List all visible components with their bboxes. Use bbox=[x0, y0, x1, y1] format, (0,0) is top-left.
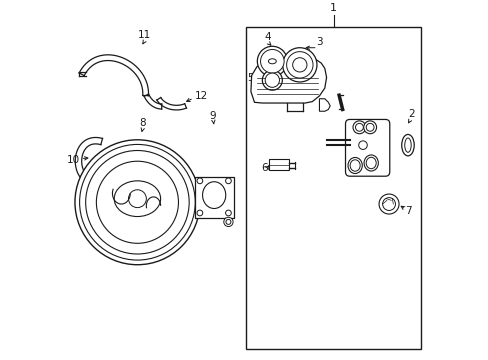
Circle shape bbox=[352, 121, 365, 134]
Circle shape bbox=[366, 123, 373, 131]
Circle shape bbox=[75, 140, 200, 265]
Text: 1: 1 bbox=[329, 3, 337, 13]
Bar bbox=[268, 159, 288, 171]
Text: 11: 11 bbox=[138, 30, 151, 40]
Circle shape bbox=[355, 123, 363, 131]
Text: 4: 4 bbox=[264, 32, 270, 42]
Ellipse shape bbox=[364, 155, 378, 171]
Circle shape bbox=[224, 217, 233, 226]
Circle shape bbox=[197, 210, 203, 216]
Polygon shape bbox=[319, 99, 329, 111]
FancyBboxPatch shape bbox=[194, 177, 233, 218]
Ellipse shape bbox=[404, 138, 410, 152]
Circle shape bbox=[264, 73, 279, 87]
Circle shape bbox=[257, 46, 287, 76]
Text: 12: 12 bbox=[194, 91, 207, 101]
Circle shape bbox=[282, 48, 316, 82]
Text: 6: 6 bbox=[261, 163, 267, 173]
Circle shape bbox=[96, 161, 178, 243]
Circle shape bbox=[260, 49, 284, 73]
Polygon shape bbox=[250, 59, 326, 103]
Text: 3: 3 bbox=[316, 37, 322, 47]
Text: 9: 9 bbox=[209, 111, 215, 121]
Circle shape bbox=[225, 178, 231, 184]
Circle shape bbox=[363, 121, 376, 134]
Ellipse shape bbox=[401, 134, 413, 156]
FancyBboxPatch shape bbox=[345, 120, 389, 176]
Circle shape bbox=[286, 51, 312, 78]
Circle shape bbox=[197, 178, 203, 184]
Bar bbox=[246, 27, 420, 348]
Ellipse shape bbox=[347, 157, 362, 174]
Text: 7: 7 bbox=[404, 206, 410, 216]
Text: 2: 2 bbox=[407, 109, 414, 119]
Text: 10: 10 bbox=[66, 155, 80, 165]
Text: 5: 5 bbox=[247, 73, 254, 84]
Circle shape bbox=[378, 194, 398, 214]
Text: 8: 8 bbox=[139, 118, 146, 128]
Circle shape bbox=[225, 210, 231, 216]
Circle shape bbox=[262, 70, 282, 90]
